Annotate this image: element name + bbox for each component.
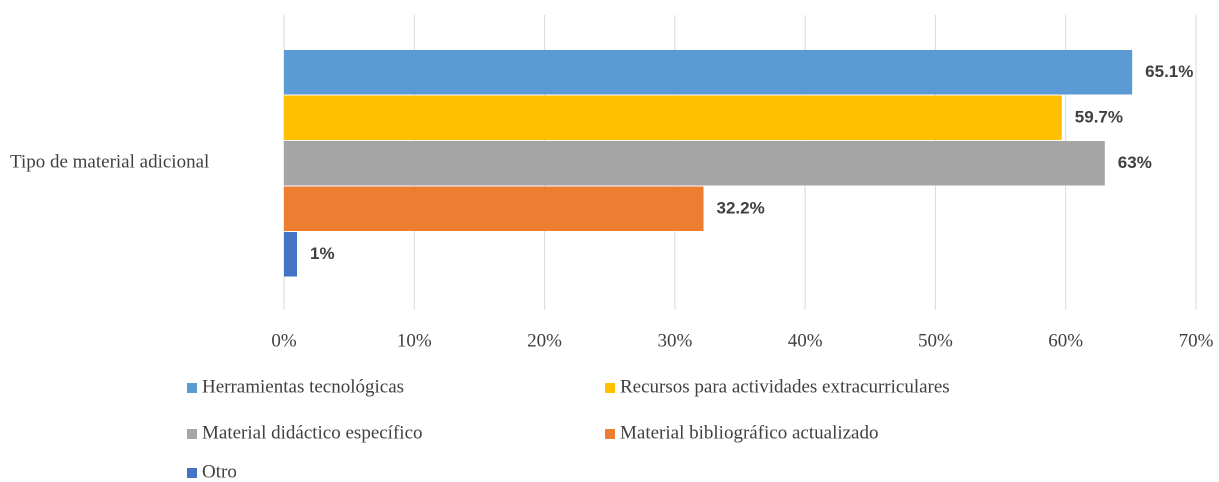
legend-swatch	[187, 468, 197, 478]
data-label: 63%	[1118, 153, 1152, 172]
legend-swatch	[187, 429, 197, 439]
legend-label: Material didáctico específico	[202, 422, 423, 443]
legend-label: Recursos para actividades extracurricula…	[620, 376, 950, 397]
x-tick-label: 10%	[397, 330, 432, 351]
bar	[284, 186, 704, 231]
legend-swatch	[605, 429, 615, 439]
bar	[284, 95, 1062, 140]
y-tick-label: Tipo de material adicional	[10, 151, 209, 172]
legend-label: Material bibliográfico actualizado	[620, 422, 879, 443]
x-tick-label: 0%	[271, 330, 297, 351]
x-tick-label: 40%	[788, 330, 823, 351]
bar	[284, 50, 1133, 95]
x-tick-label: 30%	[657, 330, 692, 351]
x-tick-label: 50%	[918, 330, 953, 351]
bar	[284, 141, 1105, 186]
data-label: 1%	[310, 244, 335, 263]
data-label: 65.1%	[1145, 62, 1193, 81]
x-tick-label: 70%	[1179, 330, 1214, 351]
x-tick-label: 20%	[527, 330, 562, 351]
data-label: 59.7%	[1075, 108, 1123, 127]
legend-label: Otro	[202, 461, 237, 482]
legend-swatch	[605, 383, 615, 393]
x-tick-label: 60%	[1048, 330, 1083, 351]
data-label: 32.2%	[717, 199, 765, 218]
bar	[284, 232, 298, 277]
legend-swatch	[187, 383, 197, 393]
legend-label: Herramientas tecnológicas	[202, 376, 404, 397]
